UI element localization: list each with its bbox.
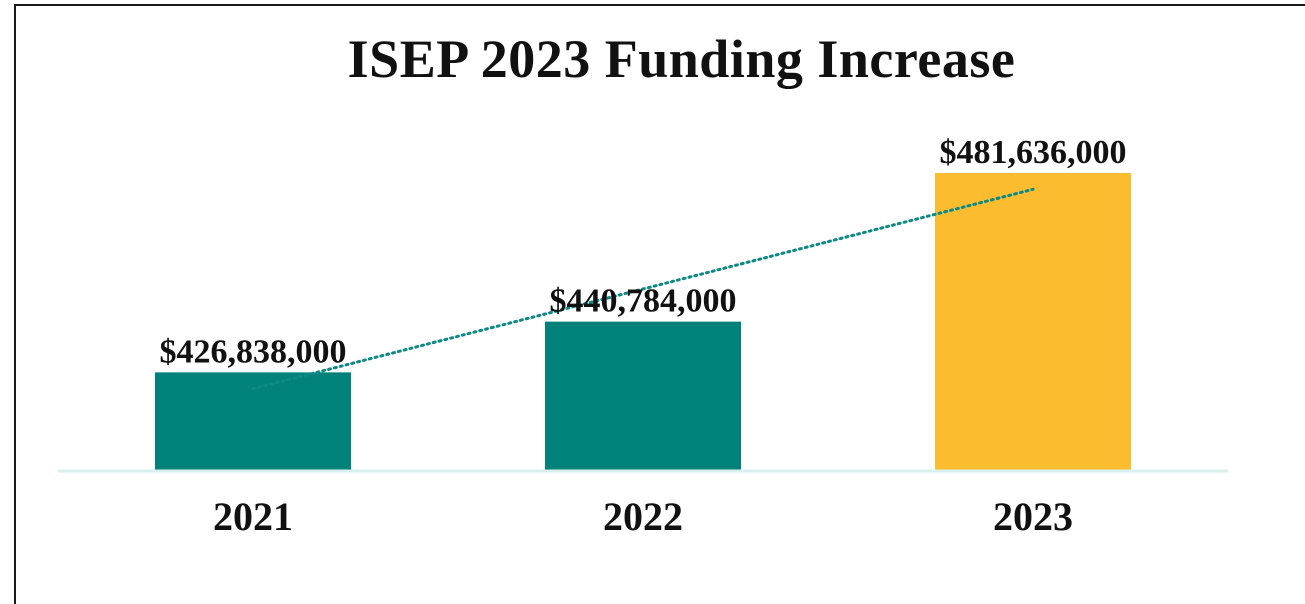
bar-2021 [155,372,351,470]
ticks-layer: 2021 2022 2023 [213,494,1073,539]
trendline [251,187,1035,391]
chart-frame [14,4,1305,604]
x-tick-label-2021: 2021 [213,494,293,539]
data-label-2021: $426,838,000 [160,333,347,370]
bar-2023 [935,173,1131,470]
labels-layer: $426,838,000 $440,784,000 $481,636,000 [160,134,1127,370]
bars-layer [155,173,1131,470]
x-tick-label-2023: 2023 [993,494,1073,539]
bar-chart: $426,838,000 $440,784,000 $481,636,000 202… [58,134,1228,539]
x-tick-label-2022: 2022 [603,494,683,539]
data-label-2023: $481,636,000 [940,134,1127,171]
data-label-2022: $440,784,000 [550,283,737,320]
bar-2022 [545,321,741,470]
chart-title: ISEP 2023 Funding Increase [347,29,1016,89]
